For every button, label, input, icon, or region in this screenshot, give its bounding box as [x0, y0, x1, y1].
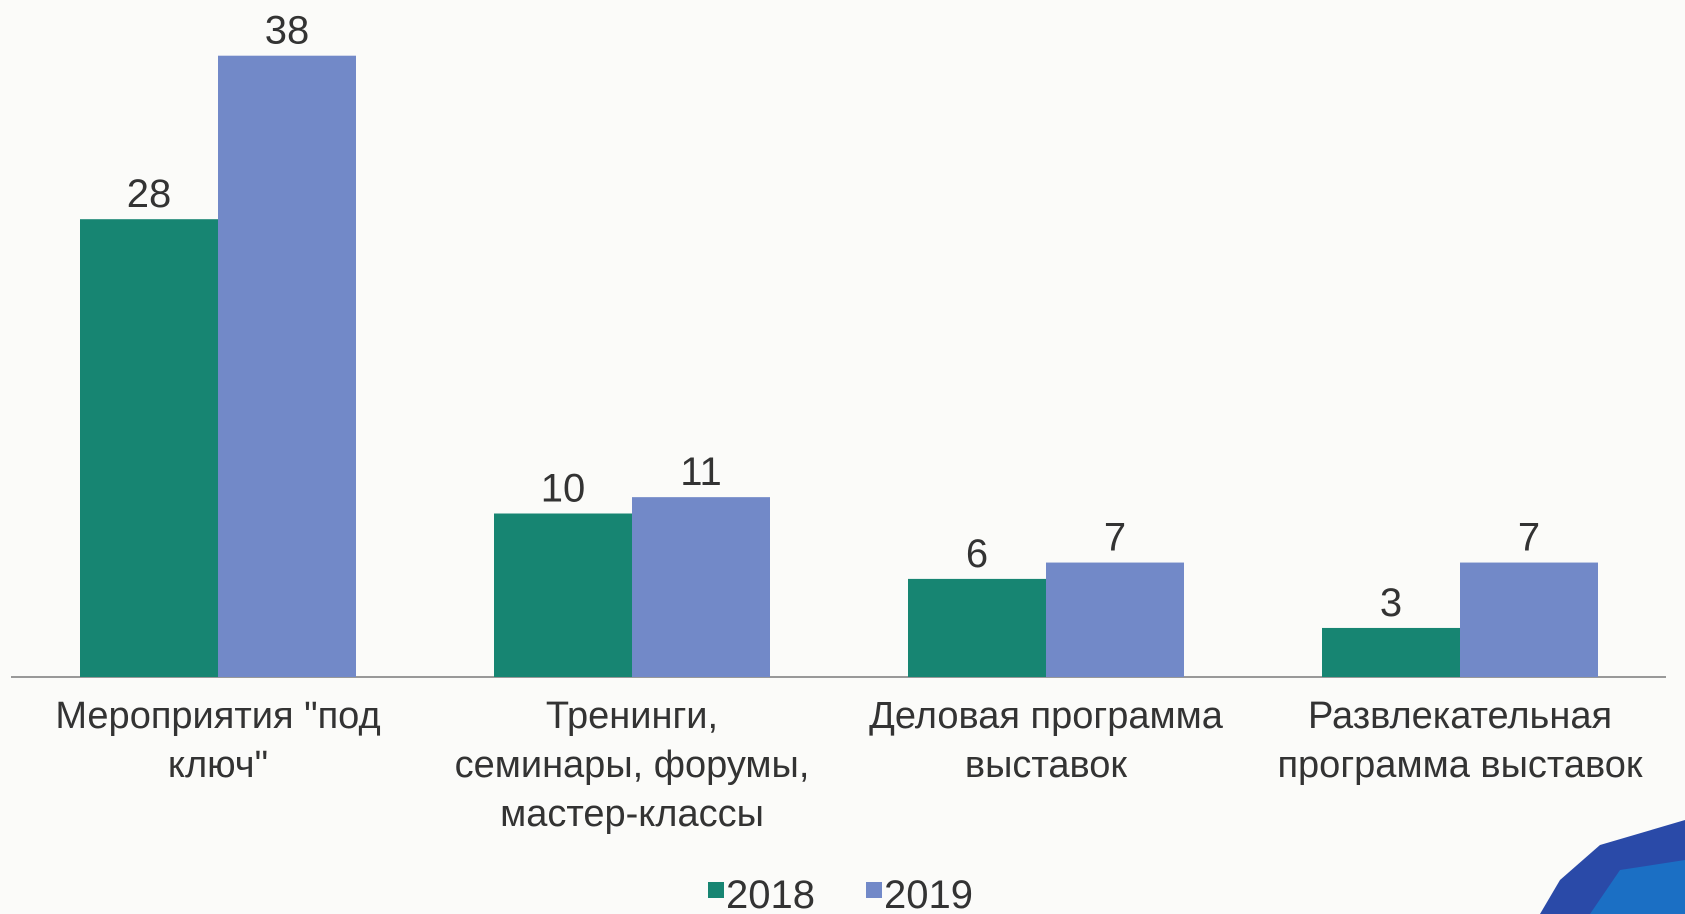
legend-swatch — [708, 882, 724, 898]
x-tick-label: Развлекательная программа выставок — [1277, 695, 1643, 786]
bar — [1460, 562, 1598, 677]
legend-label: 2018 — [726, 873, 815, 914]
bar — [1322, 627, 1460, 677]
bar — [632, 497, 770, 677]
data-label: 7 — [1104, 516, 1126, 560]
legend-label: 2019 — [884, 873, 973, 914]
data-label: 10 — [541, 467, 586, 511]
data-label: 38 — [265, 9, 310, 53]
bar — [1046, 562, 1184, 677]
x-tick-label: Деловая программа выставок — [869, 695, 1223, 786]
data-label: 3 — [1380, 581, 1402, 625]
data-label: 11 — [680, 450, 722, 494]
data-label: 6 — [966, 532, 988, 576]
data-label: 7 — [1518, 516, 1540, 560]
x-tick-label: Тренинги, семинары, форумы, мастер-класс… — [454, 695, 810, 835]
legend-swatch — [866, 882, 882, 898]
bar — [494, 513, 632, 677]
data-label: 28 — [127, 172, 172, 216]
bar — [218, 55, 356, 677]
decoration — [1590, 860, 1685, 914]
bar — [80, 219, 218, 677]
x-tick-label: Мероприятия "под ключ" — [55, 695, 381, 786]
bar — [908, 578, 1046, 677]
